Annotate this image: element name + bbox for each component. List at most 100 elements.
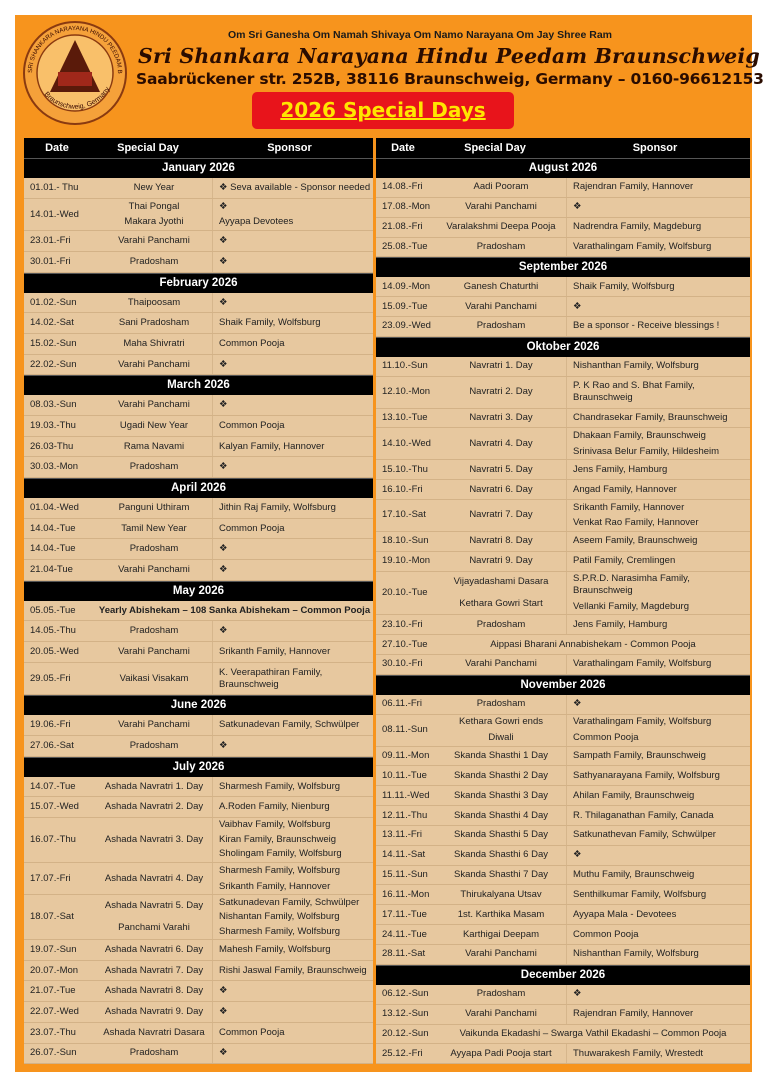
month-header: December 2026 <box>376 964 750 985</box>
table-row: 26.07.-Sun Pradosham ❖ <box>24 1043 373 1065</box>
open-seva-diamond-icon: ❖ <box>219 1047 228 1059</box>
sponsor-text: S.P.R.D. Narasimha Family, Braunschweig <box>573 573 690 597</box>
sponsor-cell: ❖ <box>213 252 373 272</box>
table-row: 22.02.-Sun Varahi Panchami ❖ <box>24 354 373 376</box>
sponsor-text: Common Pooja <box>573 928 639 940</box>
date-cell: 16.07.-Thu <box>24 818 96 862</box>
special-day-text: Maha Shivratri <box>123 337 185 349</box>
special-day-text: Kethara Gowri Start <box>459 597 543 609</box>
sponsor-cell: A.Roden Family, Nienburg <box>213 797 373 817</box>
month-header: July 2026 <box>24 756 373 777</box>
sponsor-text: P. K Rao and S. Bhat Family, Braunschwei… <box>573 380 695 404</box>
sponsor-cell: ❖ <box>213 621 373 641</box>
special-day-text: Varahi Panchami <box>465 948 537 960</box>
table-row: 15.09.-Tue Varahi Panchami ❖ <box>376 297 750 318</box>
special-day-cell: Karthigai Deepam <box>436 925 567 944</box>
special-day-cell: Ashada Navratri 2. Day <box>96 797 213 818</box>
special-day-cell: Ashada Navratri 5. Day Panchami Varahi <box>96 895 213 940</box>
special-day-text: Varahi Panchami <box>465 1008 537 1020</box>
date-cell: 10.11.-Tue <box>376 766 436 785</box>
date-cell: 27.10.-Tue <box>376 635 436 654</box>
sponsor-cell: Nishanthan Family, Wolfsburg <box>567 945 750 964</box>
table-row: 17.07.-Fri Ashada Navratri 4. Day Sharmesh… <box>24 862 373 896</box>
special-day-text: Ashada Navratri 1. Day <box>104 780 204 792</box>
table-row: 23.01.-Fri Varahi Panchami ❖ <box>24 231 373 253</box>
date-cell: 23.07.-Thu <box>24 1023 96 1043</box>
sponsor-cell: Nishanthan Family, Wolfsburg <box>567 357 750 376</box>
date-cell: 25.08.-Tue <box>376 238 436 257</box>
special-day-text: Pradosham <box>129 739 179 751</box>
date-cell: 14.09.-Mon <box>376 277 436 296</box>
sponsor-cell: ❖ <box>213 395 373 415</box>
date-text: 14.02.-Sat <box>30 317 74 329</box>
special-day-cell: Pradosham <box>436 984 567 1004</box>
special-day-text: Navratri 9. Day <box>469 555 533 567</box>
date-cell: 15.10.-Thu <box>376 460 436 479</box>
open-seva-diamond-icon: ❖ <box>219 739 228 751</box>
special-day-cell: Skanda Shasthi 4 Day <box>436 806 567 825</box>
date-cell: 01.01.- Thu <box>24 178 96 198</box>
date-text: 19.03.-Thu <box>30 419 76 431</box>
table-row: 20.10.-Tue Vijayadashami Dasara Kethara Go… <box>376 571 750 616</box>
sponsor-text: Varathalingam Family, Wolfsburg <box>573 240 712 252</box>
left-schedule-table: Date Special Day Sponsor January 2026 01.01.… <box>24 138 373 1065</box>
table-row: 01.02.-Sun Thaipoosam ❖ <box>24 292 373 314</box>
sponsor-cell: ❖ <box>213 293 373 313</box>
open-seva-diamond-icon: ❖ <box>219 625 228 637</box>
merged-event-cell: Yearly Abishekam – 108 Sanka Abishekam –… <box>98 605 371 617</box>
month-header: January 2026 <box>24 158 373 178</box>
special-day-text: Navratri 4. Day <box>469 437 533 449</box>
column-header-special-day: Special Day <box>117 142 179 154</box>
open-seva-diamond-icon: ❖ <box>573 300 582 312</box>
special-day-text: Sani Pradosham <box>118 317 190 329</box>
special-day-text: Ashada Navratri 9. Day <box>104 1005 204 1017</box>
date-cell: 21.07.-Tue <box>24 981 96 1001</box>
table-row: 30.10.-Fri Varahi Panchami Varathalingam F… <box>376 655 750 675</box>
sponsor-cell: Satkunadevan Family, Schwülper Nishantan … <box>213 895 373 939</box>
date-cell: 12.11.-Thu <box>376 806 436 825</box>
sponsor-text: Ahilan Family, Braunschweig <box>573 789 695 801</box>
special-day-cell: Varahi Panchami <box>436 945 567 964</box>
date-text: 20.12.-Sun <box>382 1027 429 1039</box>
special-day-cell: 1st. Karthika Masam <box>436 905 567 925</box>
sponsor-cell: Be a sponsor - Receive blessings ! <box>567 317 750 336</box>
special-day-text: Varahi Panchami <box>465 658 537 670</box>
sponsor-cell: Thuwarakesh Family, Wrestedt <box>567 1044 750 1063</box>
table-row: 20.07.-Mon Ashada Navratri 7. Day Rishi Ja… <box>24 960 373 982</box>
sponsor-text: Dhakaan Family, Braunschweig <box>573 430 706 442</box>
sponsor-cell: Satkunathevan Family, Schwülper <box>567 826 750 845</box>
table-row: 19.03.-Thu Ugadi New Year Common Pooja <box>24 416 373 437</box>
special-day-text: Aadi Pooram <box>473 181 529 193</box>
special-day-text: Panchami Varahi <box>118 922 190 934</box>
table-row: 14.01.-Wed Thai Pongal Makara Jyothi ❖ Ayyap… <box>24 198 373 232</box>
date-text: 16.07.-Thu <box>30 833 76 845</box>
table-row: 15.11.-Sun Skanda Shasthi 7 Day Muthu Fami… <box>376 865 750 886</box>
open-seva-diamond-icon: ❖ <box>219 296 228 308</box>
special-day-cell: Thaipoosam <box>96 292 213 313</box>
special-day-text: Skanda Shasthi 6 Day <box>453 849 548 861</box>
special-day-cell: Ashada Navratri 9. Day <box>96 1002 213 1022</box>
date-cell: 23.01.-Fri <box>24 231 96 251</box>
sponsor-cell: ❖ <box>213 1002 373 1022</box>
date-text: 09.11.-Mon <box>382 749 430 761</box>
sponsor-text: K. Veerapathiran Family, Braunschweig <box>219 666 323 690</box>
open-seva-diamond-icon: ❖ <box>219 563 228 575</box>
sponsor-cell: ❖ <box>567 846 750 865</box>
open-seva-diamond-icon: ❖ <box>219 461 228 473</box>
special-day-text: Karthigai Deepam <box>462 928 540 940</box>
table-row: 15.02.-Sun Maha Shivratri Common Pooja <box>24 334 373 355</box>
date-text: 11.10.-Sun <box>382 360 428 372</box>
open-seva-diamond-icon: ❖ <box>573 988 582 1000</box>
table-row: 20.12.-Sun Vaikunda Ekadashi – Swarga Vat… <box>376 1024 750 1045</box>
table-row: 13.12.-Sun Varahi Panchami Rajendran Famil… <box>376 1004 750 1025</box>
table-row: 24.11.-Tue Karthigai Deepam Common Pooja <box>376 925 750 945</box>
open-seva-diamond-icon: ❖ <box>219 1005 228 1017</box>
table-row: 01.04.-Wed Panguni Uthiram Jithin Raj Fami… <box>24 498 373 519</box>
special-day-text: Ashada Navratri 7. Day <box>104 964 204 976</box>
sponsor-cell: Jens Family, Hamburg <box>567 460 750 479</box>
date-cell: 06.12.-Sun <box>376 985 436 1004</box>
sponsor-cell: ❖ <box>213 736 373 756</box>
sponsor-text: ❖ Seva available - Sponsor needed <box>219 181 371 193</box>
special-day-text: Panguni Uthiram <box>118 501 190 513</box>
special-day-cell: Skanda Shasthi 7 Day <box>436 865 567 885</box>
